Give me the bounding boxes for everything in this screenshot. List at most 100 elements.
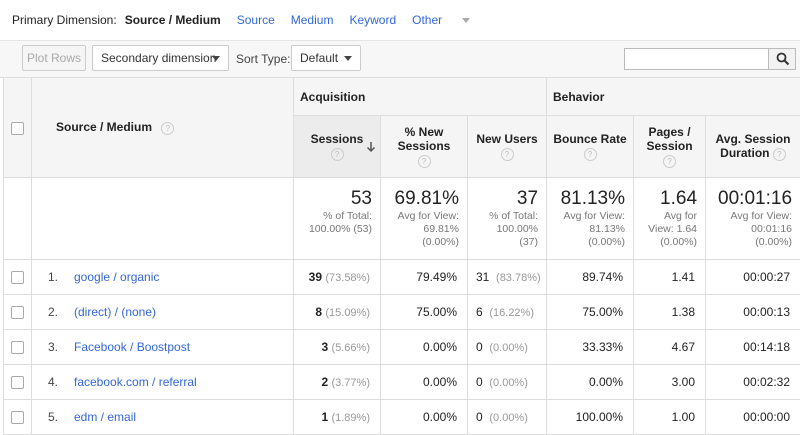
help-icon[interactable]: ? [584, 148, 597, 161]
search-button[interactable] [768, 48, 796, 70]
totals-empty-cell [32, 178, 294, 260]
help-icon[interactable]: ? [663, 155, 676, 168]
dimension-option-medium[interactable]: Medium [291, 13, 334, 27]
row-index: 1. [48, 270, 74, 284]
report-table: Source / Medium ? Acquisition Behavior S… [3, 77, 800, 435]
row-index: 3. [48, 340, 74, 354]
row-new-users-value: 0 [476, 340, 483, 354]
behavior-group-header: Behavior [547, 78, 800, 116]
row-sessions-cell: 39 (73.58%) [294, 260, 381, 295]
totals-new-sessions-value: 69.81% [389, 188, 459, 210]
source-medium-link[interactable]: google / organic [74, 270, 159, 284]
row-new-users-cell: 6 (16.22%) [468, 295, 547, 330]
primary-dimension-current: Source / Medium [125, 13, 221, 27]
row-sessions-pct: (5.66%) [331, 342, 370, 354]
row-bounce-rate: 33.33% [547, 330, 634, 365]
row-checkbox[interactable] [11, 376, 24, 389]
select-all-cell [4, 78, 32, 178]
bounce-rate-header[interactable]: Bounce Rate ? [547, 116, 634, 178]
sort-descending-icon [366, 141, 376, 153]
select-all-checkbox[interactable] [11, 122, 24, 135]
new-sessions-header[interactable]: % New Sessions ? [381, 116, 468, 178]
row-sessions-cell: 8 (15.09%) [294, 295, 381, 330]
help-icon[interactable]: ? [501, 148, 514, 161]
totals-pages-session-value: 1.64 [642, 188, 697, 210]
row-checkbox[interactable] [11, 271, 24, 284]
sessions-header[interactable]: Sessions ? [294, 116, 381, 178]
row-new-users-value: 6 [476, 305, 483, 319]
row-checkbox-cell [4, 260, 32, 295]
dimension-option-source[interactable]: Source [237, 13, 275, 27]
row-sessions-value: 3 [321, 340, 328, 354]
totals-new-users: 37% of Total: 100.00% (37) [468, 178, 547, 260]
row-new-users-cell: 0 (0.00%) [468, 400, 547, 435]
plot-rows-button[interactable]: Plot Rows [22, 45, 86, 71]
totals-bounce-rate-sub: Avg for View: 81.13% (0.00%) [555, 210, 625, 249]
avg-duration-header[interactable]: Avg. Session Duration ? [706, 116, 800, 178]
source-medium-link[interactable]: edm / email [74, 410, 136, 424]
row-checkbox[interactable] [11, 306, 24, 319]
totals-avg-duration-sub: Avg for View: 00:01:16 (0.00%) [714, 210, 792, 249]
sort-type-dropdown[interactable]: Default [291, 45, 361, 71]
row-pages-session: 3.00 [634, 365, 706, 400]
table-row: 3.Facebook / Boostpost 3 (5.66%) 0.00% 0… [4, 330, 800, 365]
row-avg-duration: 00:00:00 [706, 400, 800, 435]
row-dimension-cell: 3.Facebook / Boostpost [32, 330, 294, 365]
row-new-users-cell: 0 (0.00%) [468, 330, 547, 365]
row-pages-session: 1.38 [634, 295, 706, 330]
row-index: 2. [48, 305, 74, 319]
dimension-header-label: Source / Medium [56, 120, 152, 134]
table-toolbar: Plot Rows Secondary dimension Sort Type:… [0, 41, 800, 78]
row-avg-duration: 00:14:18 [706, 330, 800, 365]
row-new-users-pct: (16.22%) [489, 307, 534, 319]
row-sessions-pct: (73.58%) [325, 272, 370, 284]
row-checkbox[interactable] [11, 411, 24, 424]
row-checkbox[interactable] [11, 341, 24, 354]
totals-new-sessions-sub: Avg for View: 69.81% (0.00%) [389, 210, 459, 249]
row-avg-duration: 00:02:32 [706, 365, 800, 400]
row-pages-session: 1.00 [634, 400, 706, 435]
row-checkbox-cell [4, 400, 32, 435]
row-bounce-rate: 0.00% [547, 365, 634, 400]
row-checkbox-cell [4, 330, 32, 365]
row-sessions-value: 39 [309, 270, 322, 284]
new-users-header[interactable]: New Users ? [468, 116, 547, 178]
primary-dimension-label: Primary Dimension: [12, 13, 117, 27]
row-dimension-cell: 1.google / organic [32, 260, 294, 295]
totals-sessions: 53% of Total: 100.00% (53) [294, 178, 381, 260]
row-dimension-cell: 4.facebook.com / referral [32, 365, 294, 400]
dimension-option-other[interactable]: Other [412, 13, 486, 27]
help-icon[interactable]: ? [418, 155, 431, 168]
row-avg-duration: 00:00:27 [706, 260, 800, 295]
help-icon[interactable]: ? [773, 148, 786, 161]
totals-pages-session-sub: Avg for View: 1.64 (0.00%) [642, 210, 697, 249]
row-index: 4. [48, 375, 74, 389]
dimension-option-other-label: Other [412, 13, 442, 27]
help-icon[interactable]: ? [161, 122, 174, 135]
source-medium-link[interactable]: facebook.com / referral [74, 375, 197, 389]
row-checkbox-cell [4, 365, 32, 400]
row-dimension-cell: 2.(direct) / (none) [32, 295, 294, 330]
source-medium-link[interactable]: (direct) / (none) [74, 305, 156, 319]
help-icon[interactable]: ? [331, 148, 344, 161]
pages-session-header[interactable]: Pages / Session ? [634, 116, 706, 178]
search-input[interactable] [624, 48, 769, 70]
totals-empty-cell [4, 178, 32, 260]
secondary-dimension-dropdown[interactable]: Secondary dimension [92, 45, 229, 71]
dimension-option-keyword[interactable]: Keyword [349, 13, 396, 27]
row-new-users-cell: 31 (83.78%) [468, 260, 547, 295]
row-new-sessions: 0.00% [381, 365, 468, 400]
row-new-sessions: 0.00% [381, 400, 468, 435]
bounce-rate-header-label: Bounce Rate [553, 132, 626, 146]
row-bounce-rate: 75.00% [547, 295, 634, 330]
row-new-users-pct: (0.00%) [489, 342, 528, 354]
sessions-header-label: Sessions [311, 132, 364, 146]
pages-session-header-label: Pages / Session [647, 125, 693, 153]
row-dimension-cell: 5.edm / email [32, 400, 294, 435]
new-sessions-header-label: % New Sessions [398, 125, 451, 153]
source-medium-link[interactable]: Facebook / Boostpost [74, 340, 190, 354]
sort-type-label: Sort Type: [236, 52, 290, 66]
dimension-header[interactable]: Source / Medium ? [32, 78, 294, 178]
